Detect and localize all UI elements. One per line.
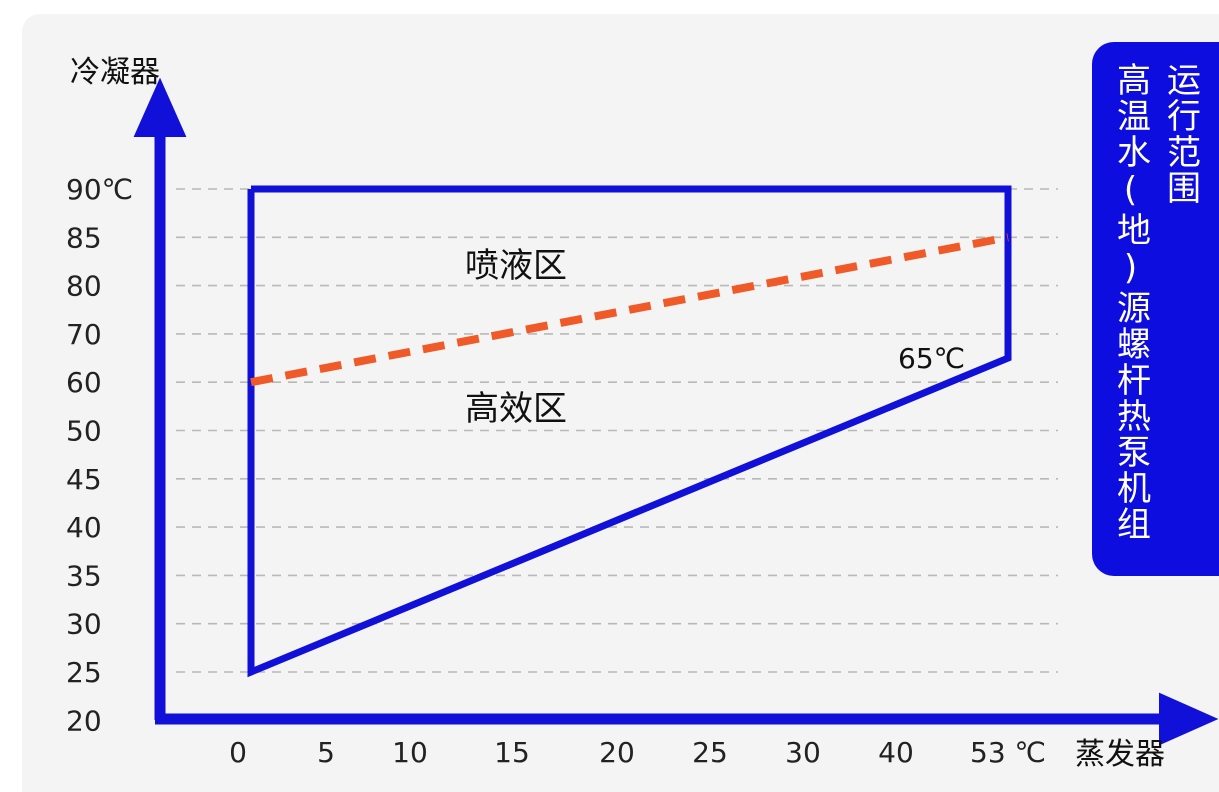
y-axis-title: 冷凝器 xyxy=(70,55,160,90)
x-tick-label: 20 xyxy=(599,736,635,769)
y-tick-label: 50 xyxy=(66,415,102,448)
y-tick-label: 85 xyxy=(66,221,102,254)
y-tick-label: 45 xyxy=(66,463,102,496)
side-title-line-2: 高温水(地)源螺杆热泵机组 xyxy=(1110,62,1151,542)
side-title-panel: 运行范围 高温水(地)源螺杆热泵机组 xyxy=(1092,42,1219,576)
y-tick-label: 90℃ xyxy=(66,173,133,206)
x-tick-label: 25 xyxy=(692,736,728,769)
y-tick-label: 60 xyxy=(66,366,102,399)
divider-dashed-line xyxy=(250,233,1009,387)
y-tick-label: 30 xyxy=(66,608,102,641)
y-tick-label: 20 xyxy=(66,704,102,737)
x-tick-label: 40 xyxy=(878,736,914,769)
spray-zone-label: 喷液区 xyxy=(465,246,567,286)
x-tick-label: 30 xyxy=(785,736,821,769)
x-tick-label: 10 xyxy=(392,736,428,769)
x-tick-labels: 0 5 10 15 20 25 30 40 53 ℃ xyxy=(229,736,1046,769)
x-tick-label: 15 xyxy=(494,736,530,769)
chart-card xyxy=(22,14,1219,792)
x-axis-title: 蒸发器 xyxy=(1075,737,1165,772)
x-tick-label: 5 xyxy=(317,736,335,769)
temp-65-label: 65℃ xyxy=(898,342,965,375)
x-tick-label: 53 ℃ xyxy=(970,736,1046,769)
y-tick-label: 70 xyxy=(66,318,102,351)
operating-boundary-line xyxy=(247,185,1012,678)
side-title-line-1: 运行范围 xyxy=(1160,62,1201,206)
y-tick-label: 40 xyxy=(66,511,102,544)
x-tick-label: 0 xyxy=(229,736,247,769)
y-tick-label: 25 xyxy=(66,656,102,689)
y-tick-labels: 20 25 30 35 40 45 50 60 70 80 85 90℃ xyxy=(66,173,133,737)
y-tick-label: 80 xyxy=(66,270,102,303)
y-tick-label: 35 xyxy=(66,559,102,592)
efficient-zone-label: 高效区 xyxy=(465,389,567,429)
grid-lines xyxy=(176,188,1058,673)
